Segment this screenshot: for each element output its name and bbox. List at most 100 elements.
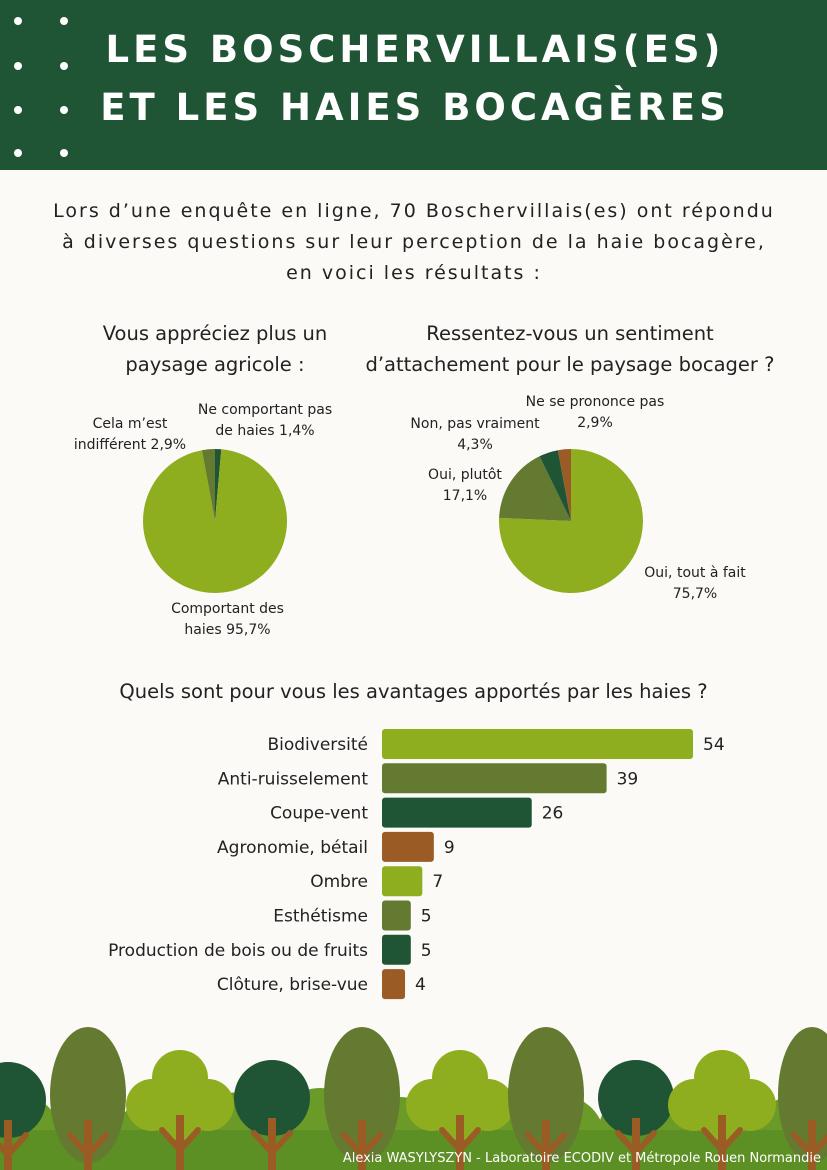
tree-trunk [718,1115,726,1170]
tree-trunk [176,1115,184,1170]
pie2-title: Ressentez-vous un sentiment d’attachemen… [352,318,788,380]
tree-branch [525,1132,549,1158]
tree-branch [359,1132,383,1158]
pie1-title-line: paysage agricole : [125,353,305,376]
tree-branch [457,1127,481,1153]
bar-6 [382,934,411,965]
tree-branch [809,1133,827,1158]
tree-crown [50,1027,126,1163]
pie1-label-indifferent: Cela m’est indifférent 2,9% [60,414,200,456]
pie2-label-not-really: Non, pas vraiment 4,3% [395,414,555,456]
intro-line: en voici les résultats : [286,262,542,284]
pie2-label-no-opinion: Ne se prononce pas 2,9% [505,392,685,434]
bar-category-label: Esthétisme [273,907,368,927]
pie1-label-no-hedges: Ne comportant pas de haies 1,4% [180,400,350,442]
bar-value-label: 54 [703,735,725,755]
pie-label-line: Ne se prononce pas [525,394,665,410]
page-title-line2: ET LES HAIES BOCAGÈRES [100,86,730,129]
dot-icon [60,149,68,157]
tree-trunk [358,1120,366,1170]
tree-crown [324,1027,400,1163]
tree-branch [543,1132,567,1158]
bar-category-label: Anti-ruisselement [218,769,369,789]
tree-trunk [456,1115,464,1170]
bar-0 [382,729,693,759]
tree-branch [341,1132,365,1158]
bar-value-label: 5 [421,941,432,961]
bar-value-label: 9 [444,838,455,858]
dot-icon [14,62,22,70]
pie2-title-line: d’attachement pour le paysage bocager ? [365,353,775,376]
pie2-title-line: Ressentez-vous un sentiment [426,322,714,345]
tree-crown [430,1080,490,1140]
tree-trunk [84,1120,92,1170]
pie-label-line: 17,1% [442,488,488,504]
bar-category-label: Clôture, brise-vue [217,975,368,995]
tree-trunk [808,1120,816,1170]
tree-branch [5,1132,29,1158]
tree-branch [791,1132,815,1158]
dot-icon [14,149,22,157]
pie-chart-attachment [499,449,644,593]
pie1-title-line: Vous appréciez plus un [102,322,328,345]
pie2-label-rather-yes: Oui, plutôt 17,1% [410,465,520,507]
tree-branch [0,1141,11,1158]
pie-label-line: indifférent 2,9% [73,437,187,453]
pie1-label-with-hedges: Comportant des haies 95,7% [150,599,305,641]
pie1-slice-2 [201,449,215,521]
pie-label-line: Cela m’est [92,416,168,432]
tree-trunk [542,1120,550,1170]
bar-1 [382,763,607,794]
dot-icon [14,106,22,114]
tree-branch [67,1132,91,1158]
pie-label-line: 75,7% [672,586,718,602]
bar-value-label: 39 [617,769,639,789]
tree-crown [234,1060,310,1136]
pie1-title: Vous appréciez plus un paysage agricole … [40,318,390,380]
bar-value-label: 7 [432,872,443,892]
pie2-slice-2 [539,450,571,521]
bar-value-label: 4 [415,975,426,995]
dot-icon [60,106,68,114]
pie-label-line: 2,9% [577,415,613,431]
bar-4 [382,866,423,897]
bar-category-label: Agronomie, bétail [217,838,368,858]
dot-icon [60,62,68,70]
tree-branch [701,1127,725,1153]
bar-value-label: 5 [421,907,432,927]
pie2-slice-3 [557,449,571,521]
decorative-dots [0,0,90,170]
bar-chart-title: Quels sont pour vous les avantages appor… [119,680,708,703]
intro-line: à diverses questions sur leur perception… [62,231,766,253]
bar-category-label: Coupe-vent [270,804,368,824]
pie-label-line: Ne comportant pas [197,402,333,418]
pie-label-line: Oui, plutôt [428,467,502,483]
tree-trunk [4,1120,12,1170]
bar-7 [382,969,406,1000]
tree-branch [85,1132,109,1158]
pie1-slice-0 [215,449,222,521]
tree-crown [692,1080,752,1140]
bar-category-label: Biodiversité [267,735,368,755]
dot-icon [14,17,22,25]
pie-label-line: 4,3% [457,437,493,453]
pie-label-line: Comportant des [171,601,284,617]
ground-strip [0,1130,827,1170]
tree-crown [150,1080,210,1140]
intro-line: Lors d’une enquête en ligne, 70 Boscherv… [53,200,775,222]
intro-text: Lors d’une enquête en ligne, 70 Boscherv… [14,196,814,289]
bar-value-label: 26 [542,804,564,824]
bar-3 [382,831,434,862]
tree-branch [633,1130,657,1156]
dot-icon [60,17,68,25]
tree-crown [508,1027,584,1163]
tree-branch [269,1130,293,1156]
tree-crown [598,1060,674,1136]
tree-branch [251,1130,275,1156]
pie2-label-totally-yes: Oui, tout à fait 75,7% [625,563,765,605]
bar-category-label: Production de bois ou de fruits [108,941,368,961]
tree-trunk [632,1118,640,1170]
